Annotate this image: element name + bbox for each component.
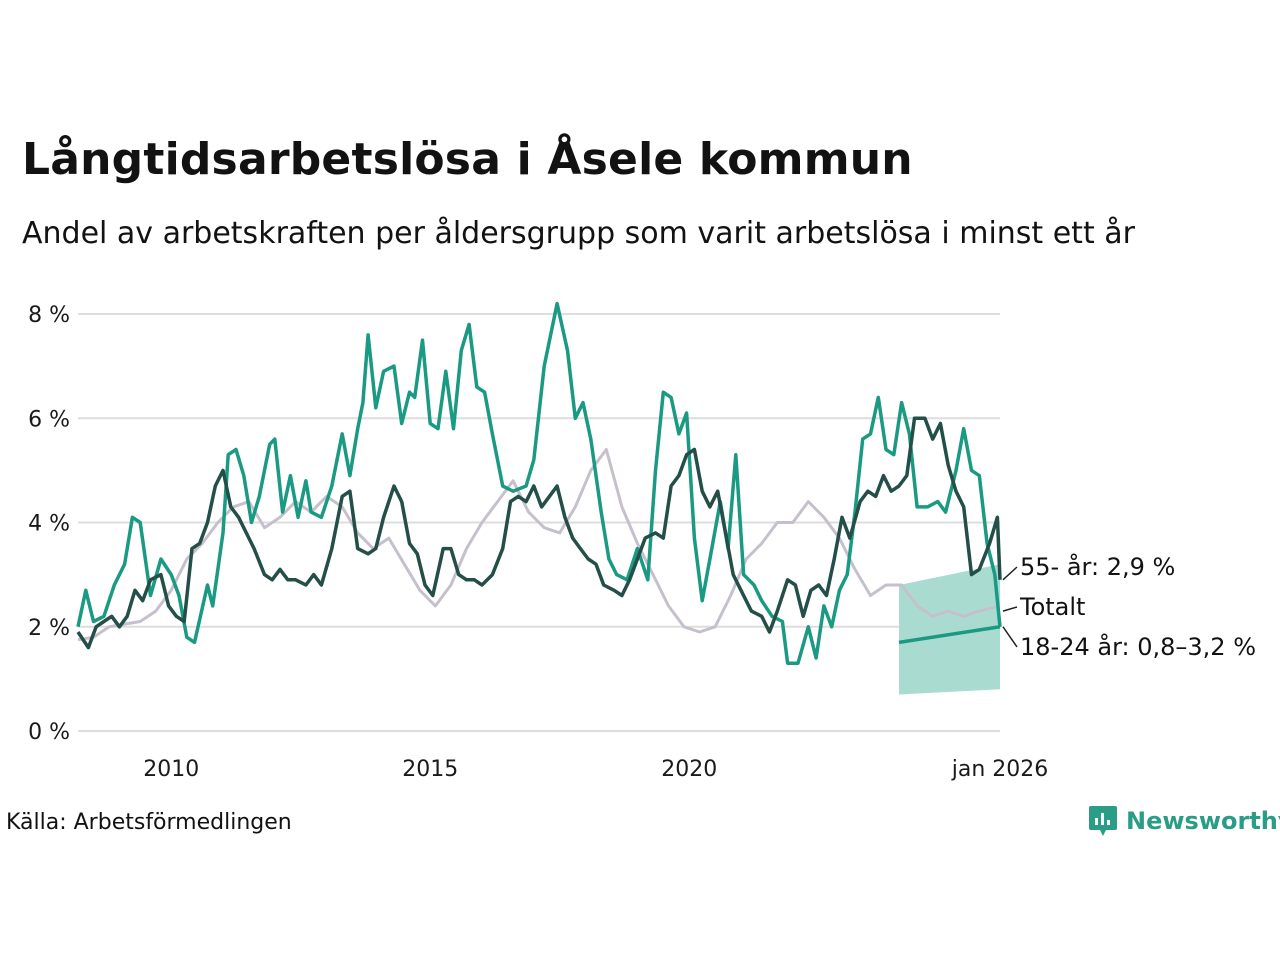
series-end-label: Totalt bbox=[1019, 593, 1085, 621]
x-tick-label: 2020 bbox=[661, 757, 717, 782]
series-end-label: 55- år: 2,9 % bbox=[1020, 552, 1175, 581]
label-leader-line bbox=[1002, 606, 1018, 612]
y-tick-label: 2 % bbox=[28, 616, 70, 641]
newsworthy-brand[interactable]: Newsworthy bbox=[1088, 804, 1280, 838]
series-line-old bbox=[76, 416, 1002, 650]
label-leader-line bbox=[1002, 626, 1018, 648]
forecast-mid-line bbox=[898, 625, 1001, 645]
x-tick-label: 2015 bbox=[402, 757, 458, 782]
y-axis: 0 % 2 % 4 % 6 % 8 % bbox=[28, 303, 70, 745]
source-note: Källa: Arbetsförmedlingen bbox=[6, 810, 292, 835]
y-tick-label: 4 % bbox=[28, 512, 70, 537]
chart-title: Långtidsarbetslösa i Åsele kommun bbox=[22, 134, 913, 185]
series-end-labels: 55- år: 2,9 % Totalt 18-24 år: 0,8–3,2 % bbox=[1002, 552, 1256, 661]
x-tick-label: jan 2026 bbox=[951, 757, 1049, 782]
series-line-total bbox=[77, 448, 1001, 642]
y-tick-label: 6 % bbox=[28, 407, 70, 432]
y-tick-label: 0 % bbox=[28, 720, 70, 745]
forecast-band-area bbox=[898, 564, 1000, 695]
x-tick-label: 2010 bbox=[143, 757, 199, 782]
brand-name: Newsworthy bbox=[1126, 807, 1280, 835]
label-leader-line bbox=[1002, 566, 1018, 581]
x-axis: 2010 2015 2020 jan 2026 bbox=[143, 757, 1048, 782]
y-tick-label: 8 % bbox=[28, 303, 70, 328]
series-lines bbox=[76, 301, 1002, 665]
chart-subtitle: Andel av arbetskraften per åldersgrupp s… bbox=[22, 216, 1135, 251]
series-end-label: 18-24 år: 0,8–3,2 % bbox=[1020, 632, 1256, 661]
forecast-band bbox=[898, 564, 1000, 695]
newsworthy-logo-icon bbox=[1089, 806, 1117, 836]
